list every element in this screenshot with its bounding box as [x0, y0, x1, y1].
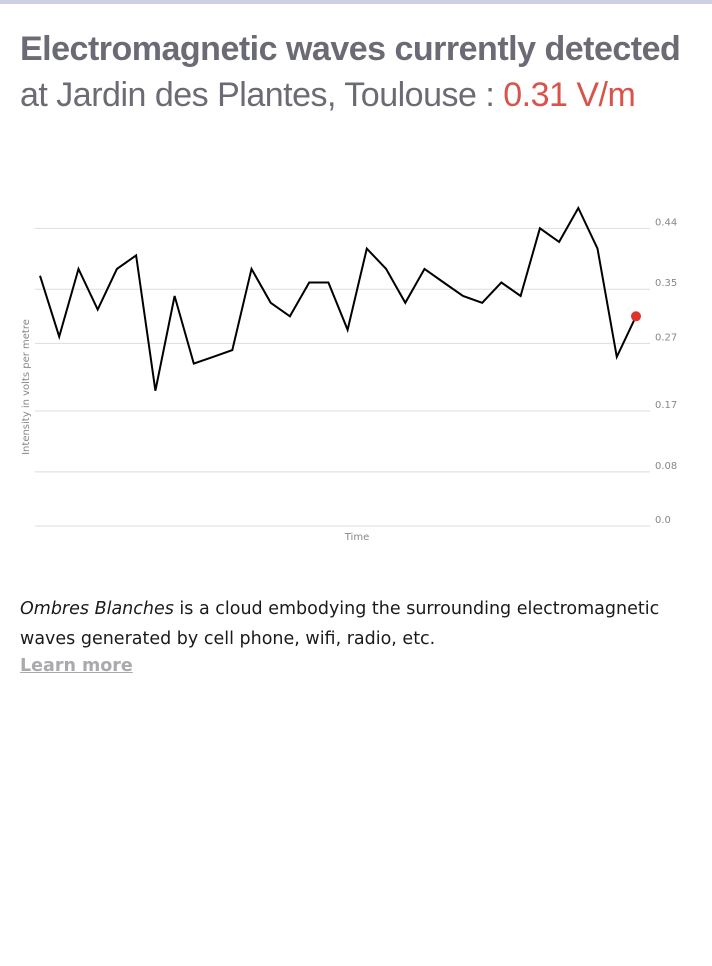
- title-location: at Jardin des Plantes, Toulouse :: [20, 76, 495, 114]
- y-axis-label: Intensity in volts per metre: [21, 319, 32, 455]
- chart-gridlines: [35, 227, 650, 527]
- description-emphasis: Ombres Blanches: [20, 599, 174, 619]
- y-tick-label: 0.0: [655, 515, 671, 526]
- description: Ombres Blanches is a cloud embodying the…: [20, 594, 690, 654]
- latest-value-marker: [631, 311, 641, 322]
- y-tick-label: 0.44: [655, 217, 677, 228]
- learn-more-link[interactable]: Learn more: [20, 656, 133, 676]
- top-rule: [0, 0, 712, 4]
- y-tick-label: 0.08: [655, 461, 677, 472]
- y-tick-label: 0.17: [655, 400, 677, 411]
- description-text: is a cloud embodying the surrounding ele…: [20, 599, 660, 649]
- chart: 0.44 0.35 0.27 0.17 0.08 0.0 Intensity in vol…: [21, 205, 677, 543]
- y-tick-label: 0.27: [655, 332, 677, 343]
- y-tick-label: 0.35: [655, 278, 677, 289]
- current-reading: 0.31 V/m: [503, 76, 636, 114]
- series-line: [39, 205, 637, 391]
- page-title: Electromagnetic waves currently detected…: [20, 26, 700, 118]
- title-strong: Electromagnetic waves currently detected: [20, 30, 681, 68]
- y-axis-ticks: 0.44 0.35 0.27 0.17 0.08 0.0: [655, 217, 677, 526]
- series-group: [39, 205, 641, 391]
- x-axis-label: Time: [344, 532, 369, 543]
